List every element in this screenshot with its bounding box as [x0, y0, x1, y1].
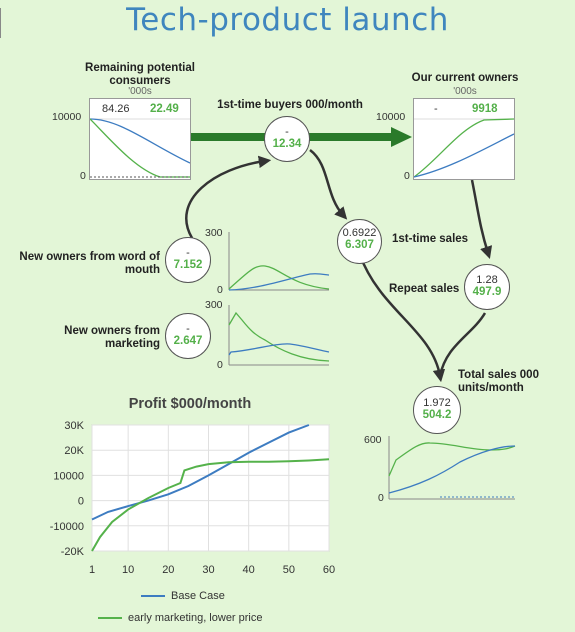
x-tick-label: 60: [323, 564, 335, 576]
wom-value-base: -: [186, 247, 190, 259]
owners-mini-chart: [414, 118, 514, 178]
sales-series-base: [388, 445, 516, 494]
first-sales-value-base: 0.6922: [342, 227, 377, 239]
legend-swatch-scenario: [98, 617, 122, 619]
first-sales-node[interactable]: 0.6922 6.307: [337, 219, 382, 264]
wom-series-scenario: [228, 265, 330, 290]
mkt-series-scenario: [228, 311, 330, 362]
legend-item-base[interactable]: Base Case: [141, 590, 225, 602]
mkt-mini-ytop: 300: [205, 299, 223, 311]
repeat-to-total-arrow: [438, 312, 487, 377]
window-edge-bracket: [0, 8, 4, 38]
y-tick-label: 20K: [64, 445, 84, 457]
remaining-consumers-label: Remaining potential consumers: [85, 62, 195, 87]
wom-label: New owners from word of mouth: [19, 251, 160, 276]
wom-node[interactable]: - 7.152: [165, 237, 211, 283]
series-line-early-marketing: [91, 458, 330, 552]
buyers-flow-valve[interactable]: - 12.34: [264, 116, 310, 162]
remaining-consumers-stock[interactable]: 84.26 22.49: [89, 98, 191, 180]
y-tick-label: 0: [78, 496, 84, 508]
mkt-mini-yzero: 0: [217, 359, 223, 371]
y-tick-label: -10000: [50, 521, 84, 533]
first-sales-label: 1st-time sales: [392, 233, 469, 245]
owners-series-scenario: [414, 118, 514, 178]
total-sales-label: Total sales 000 units/month: [458, 369, 539, 394]
wom-to-buyers-arrow: [185, 155, 272, 239]
repeat-value-base: 1.28: [476, 274, 498, 286]
remaining-value-scenario: 22.49: [150, 103, 179, 115]
buyers-to-first-sales-arrow: [309, 149, 348, 220]
y-tick-label: 30K: [64, 420, 84, 432]
owners-units: '000s: [453, 86, 477, 97]
current-owners-label: Our current owners: [411, 72, 519, 84]
legend-label-base: Base Case: [171, 590, 225, 602]
buyers-label: 1st-time buyers 000/month: [217, 99, 363, 111]
sales-mini-yzero: 0: [378, 492, 384, 504]
wom-value-scenario: 7.152: [173, 259, 203, 271]
x-tick-label: 20: [162, 564, 174, 576]
owners-yzero: 0: [404, 170, 410, 182]
x-tick-label: 10: [122, 564, 134, 576]
profit-chart-title: Profit $000/month: [128, 396, 252, 412]
x-tick-label: 30: [202, 564, 214, 576]
remaining-mini-chart: [90, 118, 190, 178]
mkt-series-base: [228, 343, 330, 356]
repeat-value-scenario: 497.9: [472, 286, 502, 298]
current-owners-stock[interactable]: - 9918: [413, 98, 515, 180]
sales-series-scenario: [388, 442, 516, 477]
buyers-value-base: -: [285, 126, 289, 138]
owners-value-scenario: 9918: [472, 103, 498, 115]
total-value-base: 1.972: [423, 397, 451, 409]
sales-mini-ytop: 600: [364, 434, 382, 446]
remaining-series-scenario: [90, 118, 190, 178]
x-tick-label: 40: [243, 564, 255, 576]
remaining-yzero: 0: [80, 170, 86, 182]
y-tick-label: -20K: [61, 546, 85, 558]
page-title: Tech-product launch: [126, 2, 449, 38]
remaining-units: '000s: [128, 86, 152, 97]
mkt-label: New owners from marketing: [64, 325, 160, 350]
owners-value-base: -: [434, 103, 438, 115]
mkt-value-scenario: 2.647: [173, 335, 203, 347]
owners-ytop: 10000: [376, 111, 406, 123]
x-tick-label: 50: [283, 564, 295, 576]
remaining-ytop: 10000: [52, 111, 82, 123]
total-sales-node[interactable]: 1.972 504.2: [413, 386, 461, 434]
repeat-sales-node[interactable]: 1.28 497.9: [464, 264, 510, 310]
remaining-value-base: 84.26: [102, 103, 130, 115]
series-line-base-case: [91, 424, 310, 521]
legend-label-scenario: early marketing, lower price: [128, 612, 263, 624]
wom-series-base: [228, 273, 330, 291]
mkt-value-base: -: [186, 323, 190, 335]
legend-item-scenario[interactable]: early marketing, lower price: [98, 612, 263, 624]
first-sales-value-scenario: 6.307: [345, 239, 374, 251]
mkt-node[interactable]: - 2.647: [165, 313, 211, 359]
first-sales-to-total-arrow: [358, 254, 446, 383]
y-tick-label: 10000: [53, 470, 84, 482]
plot-area: [91, 424, 330, 552]
wom-mini-yzero: 0: [217, 284, 223, 296]
repeat-sales-label: Repeat sales: [389, 283, 460, 295]
owners-series-base: [414, 133, 514, 178]
total-value-scenario: 504.2: [422, 409, 452, 421]
owners-to-repeat-arrow: [470, 179, 493, 259]
buyers-value-scenario: 12.34: [272, 138, 302, 150]
legend-swatch-base: [141, 595, 165, 597]
main-flow-arrowhead: [391, 127, 412, 147]
wom-mini-ytop: 300: [205, 227, 223, 239]
remaining-series-base: [90, 118, 190, 164]
x-tick-label: 1: [89, 564, 95, 576]
